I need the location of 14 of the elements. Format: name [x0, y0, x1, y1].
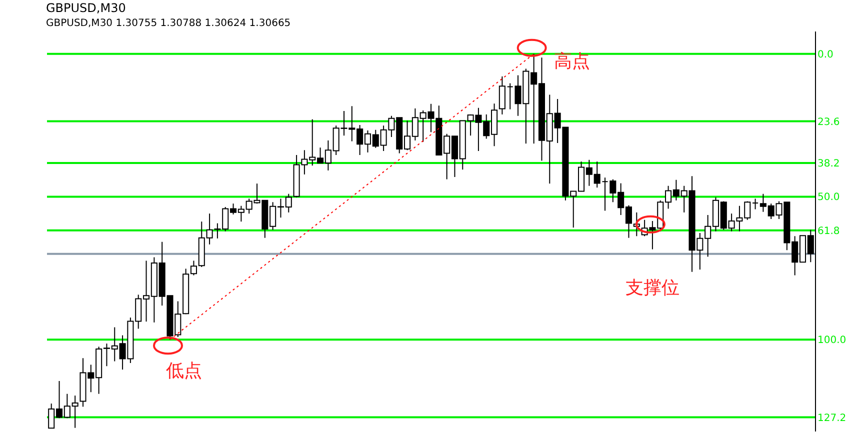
y-tick-label: 61.8: [818, 226, 840, 237]
candlestick: [752, 198, 759, 210]
annotation: 低点: [166, 360, 202, 382]
annotation: 高点: [554, 50, 590, 72]
y-tick-label: 23.6: [818, 116, 840, 128]
annotation: 支撑位: [625, 277, 680, 298]
chart-subtitle: GBPUSD,M30 1.30755 1.30788 1.30624 1.30665: [46, 18, 291, 29]
chart-title: GBPUSD,M30: [46, 1, 126, 15]
y-tick-label: 127.2: [818, 412, 846, 424]
y-tick-label: 50.0: [818, 192, 840, 204]
y-tick-label: 100.0: [818, 335, 846, 346]
y-tick-label: 0.0: [818, 49, 834, 60]
candlestick: [498, 76, 506, 115]
y-tick-label: 38.2: [818, 158, 840, 170]
